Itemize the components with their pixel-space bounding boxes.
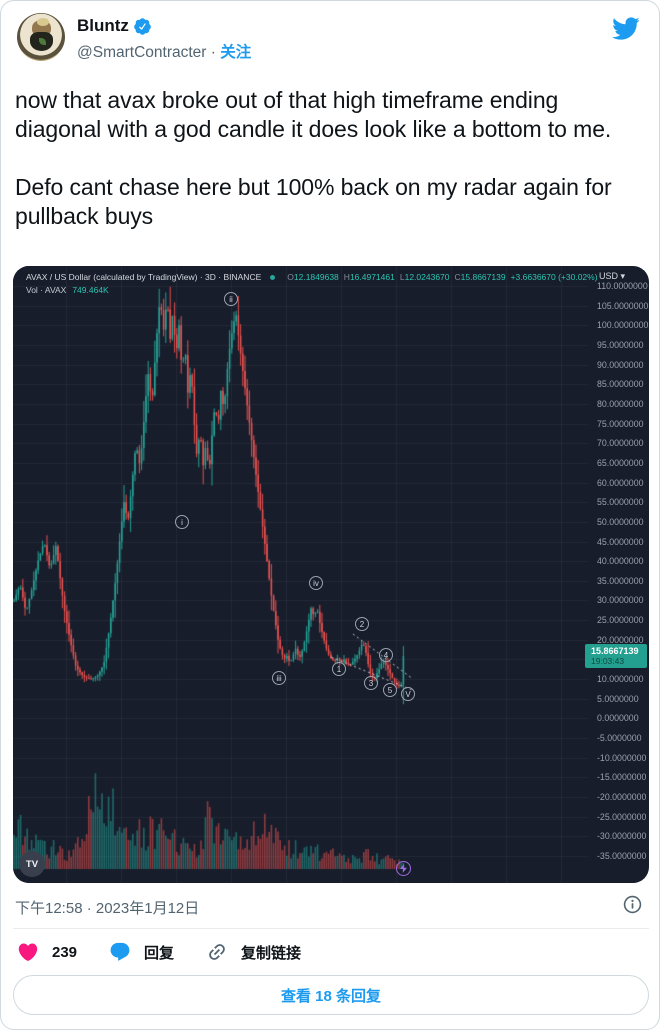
market-status-dot	[270, 274, 276, 280]
chart-symbol-header: AVAX / US Dollar (calculated by TradingV…	[26, 272, 598, 282]
wave-label-5: 5	[383, 683, 397, 697]
price-axis-label: 20.0000000	[597, 634, 644, 645]
price-axis-label: -35.0000000	[597, 851, 647, 861]
divider	[13, 928, 649, 929]
twitter-logo-icon[interactable]	[611, 14, 640, 43]
price-axis-label: 105.0000000	[597, 300, 649, 311]
ohlc-low-value: 12.0243670	[404, 272, 450, 282]
candlestick-canvas	[13, 266, 588, 883]
ohlc-high-label: H	[343, 272, 350, 282]
like-count: 239	[52, 943, 78, 961]
wave-label-iv: iv	[309, 576, 323, 590]
ohlc-high-value: 16.4971461	[349, 272, 395, 282]
tradingview-chart[interactable]: AVAX / US Dollar (calculated by TradingV…	[13, 266, 649, 883]
volume-indicator-row: Vol · AVAX 749.464K	[26, 285, 109, 295]
wave-label-ii: ii	[224, 292, 238, 306]
price-axis-label: 65.0000000	[597, 457, 644, 468]
ohlc-close-label: C	[454, 272, 461, 282]
price-axis-label: 60.0000000	[597, 477, 644, 488]
price-axis-label: 5.0000000	[597, 693, 639, 704]
wave-label-i: i	[175, 515, 189, 529]
price-axis-label: 75.0000000	[597, 418, 644, 429]
timestamp: 下午12:58 · 2023年1月12日	[15, 900, 200, 917]
follow-link[interactable]: 关注	[220, 44, 252, 61]
ohlc-change-value: +3.6636670 (+30.02%)	[510, 272, 598, 282]
currency-selector[interactable]: USD ▾	[599, 271, 626, 281]
price-axis-label: 80.0000000	[597, 398, 644, 409]
ohlc-close-value: 15.8667139	[460, 272, 506, 282]
price-axis-label: 45.0000000	[597, 536, 644, 547]
tradingview-logo[interactable]: TV	[19, 851, 45, 877]
price-axis-label: 55.0000000	[597, 497, 644, 508]
wave-label-iii: iii	[272, 671, 286, 685]
price-axis-label: -20.0000000	[597, 792, 647, 803]
wave-label-2: 2	[355, 617, 369, 631]
price-axis-label: 10.0000000	[597, 674, 644, 685]
ohlc-low-label: L	[399, 272, 405, 282]
price-axis-label: 0.0000000	[597, 713, 639, 724]
price-axis-label: 70.0000000	[597, 438, 644, 449]
reply-button[interactable]: 回复	[109, 941, 174, 963]
volume-value: 749.464K	[72, 285, 109, 295]
price-axis-label: 40.0000000	[597, 556, 644, 567]
wave-label-1: 1	[332, 662, 346, 676]
price-axis-label: 85.0000000	[597, 379, 644, 390]
price-axis-label: 100.0000000	[597, 320, 649, 331]
action-bar: 239 回复 复制链接	[17, 941, 301, 963]
copy-link-button[interactable]: 复制链接	[206, 941, 301, 963]
display-name[interactable]: Bluntz	[77, 16, 129, 35]
last-price-value: 15.8667139	[591, 646, 639, 657]
price-axis-label: -5.0000000	[597, 733, 642, 744]
reply-bubble-icon	[110, 942, 130, 961]
price-axis-label: 30.0000000	[597, 595, 644, 606]
info-icon[interactable]	[623, 895, 642, 914]
bar-countdown: 19:03:43	[591, 656, 625, 667]
view-replies-button[interactable]: 查看 18 条回复	[13, 975, 649, 1015]
lightning-icon	[396, 861, 411, 876]
price-axis-label: 35.0000000	[597, 575, 644, 586]
price-axis-label: 110.0000000	[597, 281, 648, 291]
ohlc-open-label: O	[287, 272, 294, 282]
avatar-leaf	[39, 38, 46, 45]
verified-badge-icon	[134, 17, 151, 35]
price-axis-label: -25.0000000	[597, 811, 647, 822]
avatar-hair	[37, 18, 49, 26]
price-axis-label: 50.0000000	[597, 516, 644, 527]
link-icon	[209, 944, 225, 960]
avatar[interactable]	[17, 13, 65, 61]
price-axis-label: -10.0000000	[597, 752, 647, 763]
tweet-text: now that avax broke out of that high tim…	[15, 87, 612, 229]
wave-label-4: 4	[379, 648, 393, 662]
heart-icon	[18, 943, 38, 961]
price-axis-label: 90.0000000	[597, 359, 644, 370]
ohlc-open-value: 12.1849638	[293, 272, 339, 282]
chart-title: AVAX / US Dollar (calculated by TradingV…	[26, 272, 262, 282]
price-axis-label: 25.0000000	[597, 615, 644, 626]
reply-label: 回复	[144, 944, 175, 962]
like-button[interactable]: 239	[17, 941, 77, 963]
price-axis-label: -15.0000000	[597, 772, 647, 783]
price-axis-label: 95.0000000	[597, 339, 644, 350]
price-axis-label: -30.0000000	[597, 831, 647, 842]
user-handle[interactable]: @SmartContracter	[77, 44, 207, 61]
wave-label-3: 3	[364, 676, 378, 690]
last-price-tag: 15.8667139 19:03:43	[585, 644, 647, 669]
separator-dot: ·	[210, 44, 216, 61]
copy-link-label: 复制链接	[241, 944, 302, 962]
volume-label: Vol · AVAX	[26, 285, 67, 295]
wave-label-V: V	[401, 687, 415, 701]
